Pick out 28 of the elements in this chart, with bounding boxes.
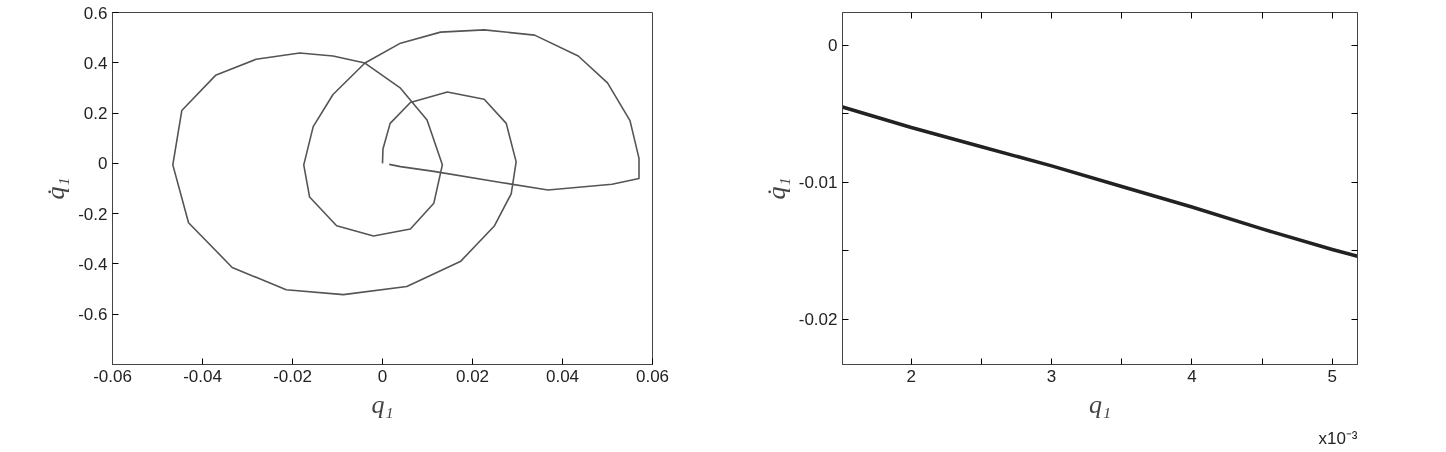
text: x10⁻³ (1318, 428, 1358, 448)
y-tick-label: -0.6 (78, 305, 108, 325)
x-tick-label: 3 (1046, 366, 1057, 386)
x-tick-label: 0.06 (635, 366, 670, 386)
x-tick-label: 0.04 (545, 366, 580, 386)
y-tick-label: -0.4 (78, 254, 108, 274)
x-tick-label: -0.04 (183, 366, 222, 386)
y-tick-label: -0.01 (798, 173, 838, 193)
y-tick-label: -0.02 (798, 310, 838, 330)
y-tick-label: 0 (828, 36, 838, 56)
y-tick-label: 0.4 (83, 53, 108, 73)
y-tick-label: 0 (98, 154, 108, 174)
x-tick-label: 0 (377, 366, 388, 386)
y-axis-title: q̇₁ (41, 177, 71, 200)
line-series (842, 105, 1358, 259)
y-axis-title: q̇₁ (761, 177, 791, 200)
x-axis-title: q₁ (371, 389, 394, 419)
x-tick-label: -0.02 (273, 366, 312, 386)
x-tick-label: 2 (906, 366, 916, 386)
y-tick-label: -0.2 (78, 204, 108, 224)
x-tick-label: 5 (1327, 366, 1337, 386)
x-tick-label: 4 (1187, 366, 1197, 386)
x-axis-title: q₁ (1088, 389, 1112, 419)
y-tick-label: 0.2 (83, 104, 108, 124)
x-tick-label: 0.02 (455, 366, 490, 386)
line-series (172, 29, 640, 296)
y-tick-label: 0.6 (83, 3, 108, 23)
x-tick-label: -0.06 (93, 366, 132, 386)
